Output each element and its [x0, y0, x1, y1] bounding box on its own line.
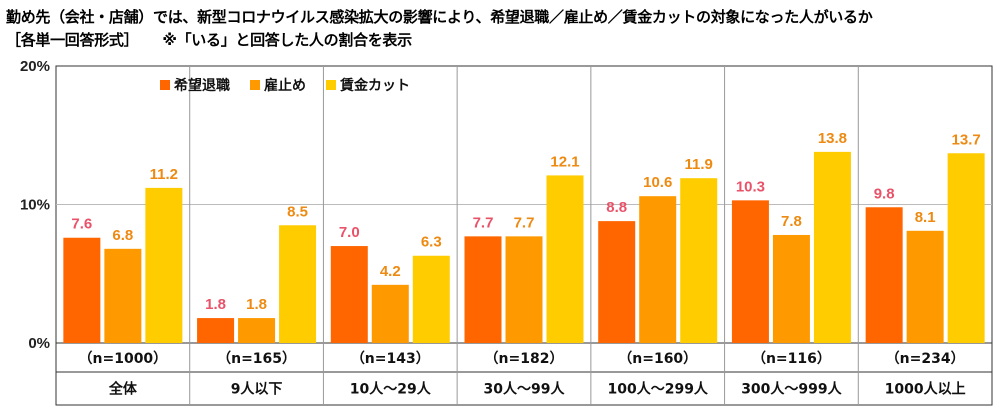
bar	[505, 236, 543, 343]
chart-subtitle: ［各単一回答形式］ ※「いる」と回答した人の割合を表示	[6, 29, 412, 50]
bar	[371, 284, 409, 343]
value-label: 12.1	[550, 153, 579, 170]
legend-swatch	[160, 80, 170, 90]
bar	[906, 230, 944, 343]
sample-size-label: （n=165）	[217, 351, 296, 367]
sample-size-label: （n=182）	[485, 351, 564, 367]
value-label: 10.6	[643, 174, 672, 191]
y-tick-label: 10%	[20, 197, 50, 214]
legend-swatch	[250, 80, 260, 90]
value-label: 7.7	[514, 214, 535, 231]
value-label: 6.3	[421, 234, 442, 251]
category-label: 100人～299人	[607, 381, 708, 398]
category-label: 300人～999人	[741, 381, 842, 398]
y-tick-label: 20%	[20, 58, 50, 75]
bar	[238, 318, 276, 343]
value-label: 8.1	[915, 209, 936, 226]
sample-size-label: （n=116）	[752, 351, 831, 367]
value-label: 1.8	[205, 296, 226, 313]
chart-note: ※「いる」と回答した人の割合を表示	[162, 31, 412, 49]
sample-size-label: （n=234）	[886, 351, 965, 367]
value-label: 13.8	[818, 130, 847, 147]
value-label: 8.8	[606, 199, 627, 216]
legend-swatch	[326, 80, 336, 90]
bar	[330, 246, 368, 343]
sample-size-label: （n=143）	[351, 351, 430, 367]
sample-size-label: （n=160）	[618, 351, 697, 367]
bar	[865, 207, 903, 343]
bar	[197, 318, 235, 343]
value-label: 7.6	[71, 216, 92, 233]
category-label: 30人～99人	[484, 381, 566, 398]
value-label: 7.7	[473, 214, 494, 231]
plot-frame	[55, 65, 993, 406]
bar	[546, 175, 584, 343]
bar	[104, 248, 142, 343]
bar	[680, 178, 718, 343]
value-label: 6.8	[112, 227, 133, 244]
bar	[731, 200, 769, 343]
sample-size-label: （n=1000）	[79, 351, 168, 367]
value-label: 8.5	[287, 203, 308, 220]
bar	[813, 151, 851, 343]
bar	[279, 225, 317, 343]
value-label: 10.3	[736, 178, 765, 195]
value-label: 7.0	[339, 224, 360, 241]
legend-label: 雇止め	[264, 77, 306, 94]
value-label: 9.8	[874, 185, 895, 202]
value-label: 7.8	[781, 213, 802, 230]
bar	[772, 234, 810, 343]
y-tick-label: 0%	[28, 335, 50, 352]
bar	[947, 153, 985, 343]
category-label: 10人～29人	[350, 381, 432, 398]
chart-title: 勤め先（会社・店舗）では、新型コロナウイルス感染拡大の影響により、希望退職／雇止…	[6, 8, 873, 26]
bar	[63, 237, 101, 343]
value-label: 11.2	[150, 166, 178, 183]
bar	[145, 187, 183, 343]
value-label: 4.2	[380, 263, 401, 280]
bar	[598, 221, 636, 343]
bar	[639, 196, 677, 343]
category-label: 全体	[108, 381, 138, 398]
value-label: 11.9	[685, 156, 713, 173]
bar	[464, 236, 502, 343]
value-label: 13.7	[952, 131, 981, 148]
bar	[412, 255, 450, 343]
legend-label: 賃金カット	[339, 77, 410, 94]
category-label: 9人以下	[231, 381, 283, 398]
value-label: 1.8	[246, 296, 267, 313]
answer-format-label: ［各単一回答形式］	[6, 31, 139, 49]
category-label: 1000人以上	[885, 381, 966, 398]
legend-label: 希望退職	[174, 77, 230, 94]
